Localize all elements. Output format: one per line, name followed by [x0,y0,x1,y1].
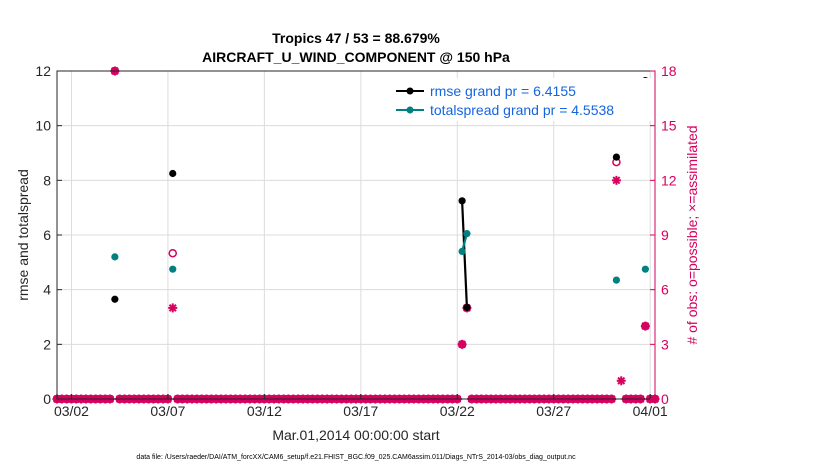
obs-assimilated-stroke [458,340,467,349]
chart-subtitle: AIRCRAFT_U_WIND_COMPONENT @ 150 hPa [202,49,510,65]
y-tick-label: 0 [43,391,51,407]
y2-tick-label: 12 [661,172,677,188]
chart-title: Tropics 47 / 53 = 88.679% [272,30,440,46]
y-tick-label: 4 [43,282,51,298]
obs-assimilated-point [616,376,626,386]
rmse-point [458,197,466,205]
x-tick-label: 03/12 [247,403,282,419]
x-axis-label: Mar.01,2014 00:00:00 start [272,427,439,443]
x-tick-label: 03/07 [150,403,185,419]
spread-point [641,265,649,273]
y2-tick-label: 3 [661,336,669,352]
y2-tick-label: 6 [661,282,669,298]
x-tick-label: 03/22 [440,403,475,419]
obs-assimilated-point [611,175,621,185]
footer-data-file: data file: /Users/raeder/DAI/ATM_forcXX/… [136,454,576,461]
y-axis-label: rmse and totalspread [15,169,31,301]
spread-point [458,247,466,255]
spread-point [169,265,177,273]
obs-assimilated-point [640,321,650,331]
legend: rmse grand pr = 6.4155 totalspread grand… [390,78,652,121]
legend-spread-marker [406,106,414,114]
spread-point [463,230,471,238]
y2-axis-label: # of obs: o=possible; ×=assimilated [684,125,700,344]
y-tick-label: 6 [43,227,51,243]
y-tick-label: 2 [43,336,51,352]
x-tick-label: 03/17 [343,403,378,419]
x-tick-label: 03/27 [536,403,571,419]
y2-tick-label: 9 [661,227,669,243]
spread-point [111,253,119,261]
x-tick-label: 04/01 [633,403,668,419]
rmse-point [111,295,119,303]
obs-assimilated-stroke [641,322,650,331]
y-tick-label: 12 [35,63,51,79]
y2-tick-label: 18 [661,63,677,79]
legend-box [390,78,652,121]
legend-rmse-marker [406,87,414,95]
obs-assimilated-stroke [168,303,177,312]
legend-rmse-label: rmse grand pr = 6.4155 [430,83,576,99]
rmse-point [612,153,621,161]
rmse-line-segment [460,200,469,308]
axes: 03/02 03/07 03/12 03/17 03/22 03/27 04/0102468… [35,63,676,419]
x-tick-label: 03/02 [54,403,89,419]
y2-tick-label: 0 [661,391,669,407]
obs-assimilated-stroke [612,176,621,185]
spread-point [612,276,621,284]
obs-assimilated-point [168,303,178,313]
legend-spread-label: totalspread grand pr = 4.5538 [430,102,614,118]
y-tick-label: 10 [35,118,51,134]
y-tick-label: 8 [43,172,51,188]
obs-possible-point [168,248,177,258]
rmse-point [463,303,471,312]
obs-assimilated-stroke [617,376,626,385]
y2-tick-label: 15 [661,118,677,134]
rmse-point [169,169,177,178]
obs-assimilated-point [457,339,467,349]
